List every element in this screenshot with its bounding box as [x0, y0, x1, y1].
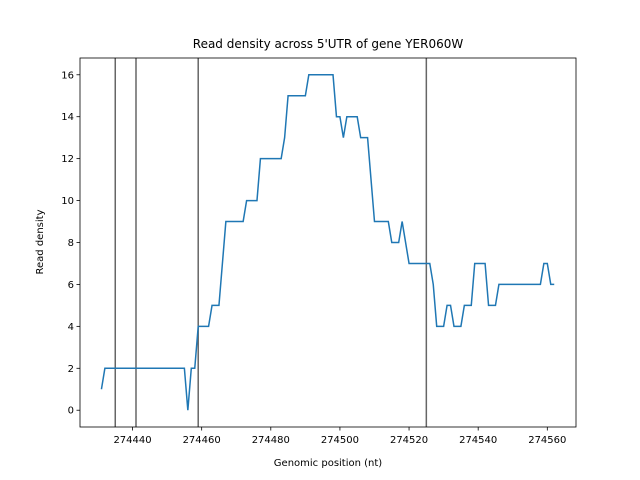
x-tick-label: 274440 — [113, 435, 151, 446]
chart-title: Read density across 5'UTR of gene YER060… — [193, 37, 464, 51]
y-axis-label: Read density — [35, 209, 46, 274]
x-tick-label: 274480 — [252, 435, 290, 446]
x-tick-label: 274560 — [528, 435, 566, 446]
x-tick-label: 274500 — [321, 435, 359, 446]
y-tick-label: 4 — [68, 322, 74, 333]
y-tick-label: 14 — [61, 112, 74, 123]
y-tick-label: 12 — [61, 154, 74, 165]
plot-frame — [79, 57, 577, 428]
y-tick-label: 10 — [61, 196, 74, 207]
y-tick-label: 16 — [61, 70, 74, 81]
y-tick-label: 2 — [68, 364, 74, 375]
x-tick-label: 274460 — [183, 435, 221, 446]
data-line — [100, 74, 555, 411]
y-tick-label: 8 — [68, 238, 74, 249]
x-tick-label: 274520 — [390, 435, 428, 446]
x-axis-label: Genomic position (nt) — [274, 458, 383, 469]
x-tick-label: 274540 — [459, 435, 497, 446]
y-tick-label: 6 — [68, 280, 74, 291]
y-tick-label: 0 — [68, 406, 74, 417]
